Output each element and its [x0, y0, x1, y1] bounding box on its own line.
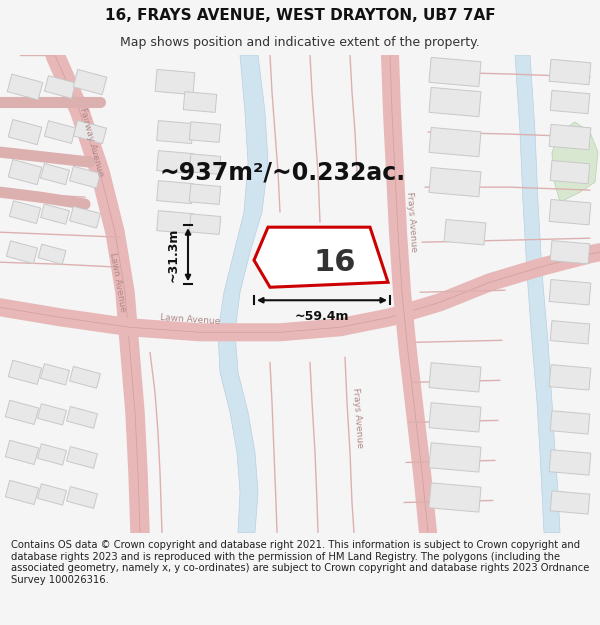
Polygon shape	[550, 241, 590, 264]
Text: ~31.3m: ~31.3m	[167, 228, 180, 282]
Polygon shape	[444, 219, 486, 245]
Polygon shape	[552, 122, 598, 202]
Polygon shape	[8, 360, 41, 384]
Polygon shape	[155, 69, 195, 94]
Polygon shape	[549, 124, 591, 150]
Polygon shape	[183, 92, 217, 112]
Polygon shape	[515, 55, 560, 532]
Polygon shape	[549, 450, 591, 475]
Polygon shape	[70, 166, 100, 188]
Polygon shape	[549, 364, 591, 390]
Text: Contains OS data © Crown copyright and database right 2021. This information is : Contains OS data © Crown copyright and d…	[11, 540, 589, 585]
Polygon shape	[8, 119, 42, 144]
Polygon shape	[38, 404, 67, 425]
Polygon shape	[189, 122, 221, 142]
Polygon shape	[550, 411, 590, 434]
Polygon shape	[10, 201, 41, 224]
Polygon shape	[67, 487, 97, 508]
Polygon shape	[8, 159, 42, 185]
Polygon shape	[429, 362, 481, 392]
Polygon shape	[550, 161, 590, 184]
Polygon shape	[157, 121, 193, 144]
Polygon shape	[429, 402, 481, 432]
Text: Map shows position and indicative extent of the property.: Map shows position and indicative extent…	[120, 36, 480, 49]
Polygon shape	[549, 279, 591, 305]
Polygon shape	[429, 483, 481, 512]
Polygon shape	[550, 91, 590, 114]
Text: ~59.4m: ~59.4m	[295, 310, 349, 323]
Text: Lawn Avenue: Lawn Avenue	[109, 252, 128, 312]
Polygon shape	[5, 400, 38, 424]
Polygon shape	[550, 321, 590, 344]
Polygon shape	[189, 184, 221, 204]
Polygon shape	[73, 69, 107, 94]
Polygon shape	[5, 481, 38, 504]
Polygon shape	[189, 154, 221, 174]
Polygon shape	[7, 241, 38, 264]
Polygon shape	[429, 58, 481, 87]
Polygon shape	[218, 55, 268, 532]
Polygon shape	[70, 206, 100, 228]
Text: Frays Avenue: Frays Avenue	[352, 387, 365, 448]
Text: 16: 16	[314, 248, 356, 277]
Polygon shape	[41, 164, 70, 185]
Polygon shape	[5, 440, 38, 464]
Polygon shape	[549, 59, 591, 85]
Polygon shape	[38, 244, 66, 264]
Polygon shape	[41, 364, 70, 385]
Polygon shape	[70, 366, 100, 388]
Polygon shape	[38, 484, 67, 505]
Polygon shape	[44, 76, 76, 98]
Polygon shape	[38, 444, 67, 465]
Polygon shape	[549, 199, 591, 225]
Polygon shape	[550, 491, 590, 514]
Polygon shape	[189, 214, 221, 234]
Polygon shape	[67, 406, 97, 428]
Polygon shape	[157, 151, 193, 174]
Polygon shape	[157, 181, 193, 204]
Text: Frays Avenue: Frays Avenue	[406, 192, 419, 253]
Polygon shape	[429, 168, 481, 197]
Polygon shape	[44, 121, 76, 144]
Text: 16, FRAYS AVENUE, WEST DRAYTON, UB7 7AF: 16, FRAYS AVENUE, WEST DRAYTON, UB7 7AF	[104, 8, 496, 23]
Polygon shape	[157, 211, 193, 234]
Polygon shape	[7, 74, 43, 100]
Polygon shape	[429, 127, 481, 157]
Polygon shape	[67, 446, 97, 468]
Polygon shape	[73, 121, 107, 144]
Polygon shape	[254, 227, 388, 288]
Text: Lawn Avenue: Lawn Avenue	[160, 312, 220, 326]
Polygon shape	[429, 88, 481, 117]
Polygon shape	[41, 204, 70, 224]
Text: ~937m²/~0.232ac.: ~937m²/~0.232ac.	[160, 160, 406, 184]
Polygon shape	[429, 442, 481, 472]
Text: Fairway Avenue: Fairway Avenue	[79, 107, 106, 178]
